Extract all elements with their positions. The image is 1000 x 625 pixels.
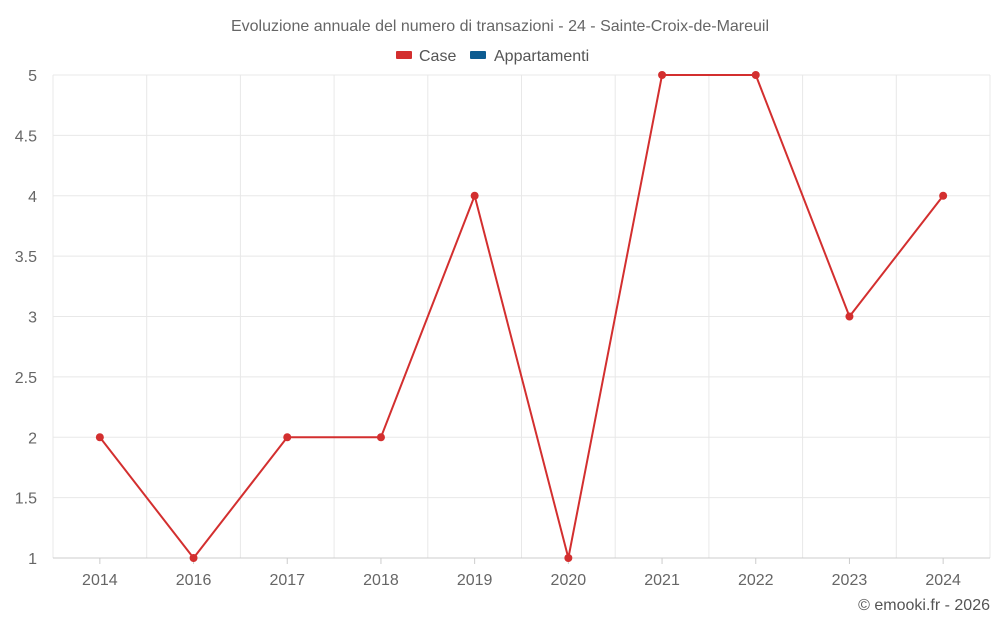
x-tick-label: 2014 xyxy=(82,572,118,589)
y-tick-label: 1 xyxy=(28,551,37,568)
legend-item-case[interactable]: Case xyxy=(396,48,456,65)
x-tick-label: 2021 xyxy=(644,572,680,589)
legend-item-appartamenti[interactable]: Appartamenti xyxy=(470,48,589,65)
series-line-case xyxy=(99,74,944,559)
y-tick-label: 4.5 xyxy=(15,128,37,145)
x-tick-label: 2016 xyxy=(176,572,212,589)
series-case xyxy=(95,71,948,562)
data-point[interactable] xyxy=(376,433,385,442)
legend: Case Appartamenti xyxy=(396,48,589,65)
y-tick-label: 3 xyxy=(28,310,37,327)
y-axis-tick-labels: 1 1.5 2 2.5 3 3.5 4 4.5 5 xyxy=(15,68,37,568)
y-tick-label: 1.5 xyxy=(15,491,37,508)
y-tick-label: 4 xyxy=(28,189,37,206)
x-tick-label: 2019 xyxy=(457,572,493,589)
x-tick-label: 2023 xyxy=(832,572,868,589)
data-point[interactable] xyxy=(939,191,948,200)
data-point[interactable] xyxy=(470,191,479,200)
data-point[interactable] xyxy=(658,71,667,79)
data-point[interactable] xyxy=(189,554,198,562)
y-tick-label: 5 xyxy=(28,68,37,85)
x-tick-label: 2018 xyxy=(363,572,399,589)
x-axis-tick-labels: 2014 2016 2017 2018 2019 2020 2021 2022 2023 2024 xyxy=(82,572,961,589)
data-point[interactable] xyxy=(751,71,760,79)
x-tick-label: 2020 xyxy=(551,572,587,589)
legend-label-appartamenti: Appartamenti xyxy=(494,48,589,65)
data-point[interactable] xyxy=(283,433,292,442)
x-tick-label: 2022 xyxy=(738,572,774,589)
data-point[interactable] xyxy=(95,433,104,442)
data-point[interactable] xyxy=(845,312,854,321)
y-tick-label: 2.5 xyxy=(15,370,37,387)
x-tick-label: 2024 xyxy=(925,572,961,589)
y-tick-label: 2 xyxy=(28,430,37,447)
credit-text: © emooki.fr - 2026 xyxy=(858,597,990,614)
legend-swatch-case xyxy=(396,51,412,59)
legend-label-case: Case xyxy=(419,48,456,65)
y-tick-label: 3.5 xyxy=(15,249,37,266)
data-point[interactable] xyxy=(564,554,573,562)
chart-title: Evoluzione annuale del numero di transaz… xyxy=(231,18,769,35)
x-tick-label: 2017 xyxy=(269,572,305,589)
axes xyxy=(53,557,990,564)
legend-swatch-appartamenti xyxy=(470,51,486,59)
